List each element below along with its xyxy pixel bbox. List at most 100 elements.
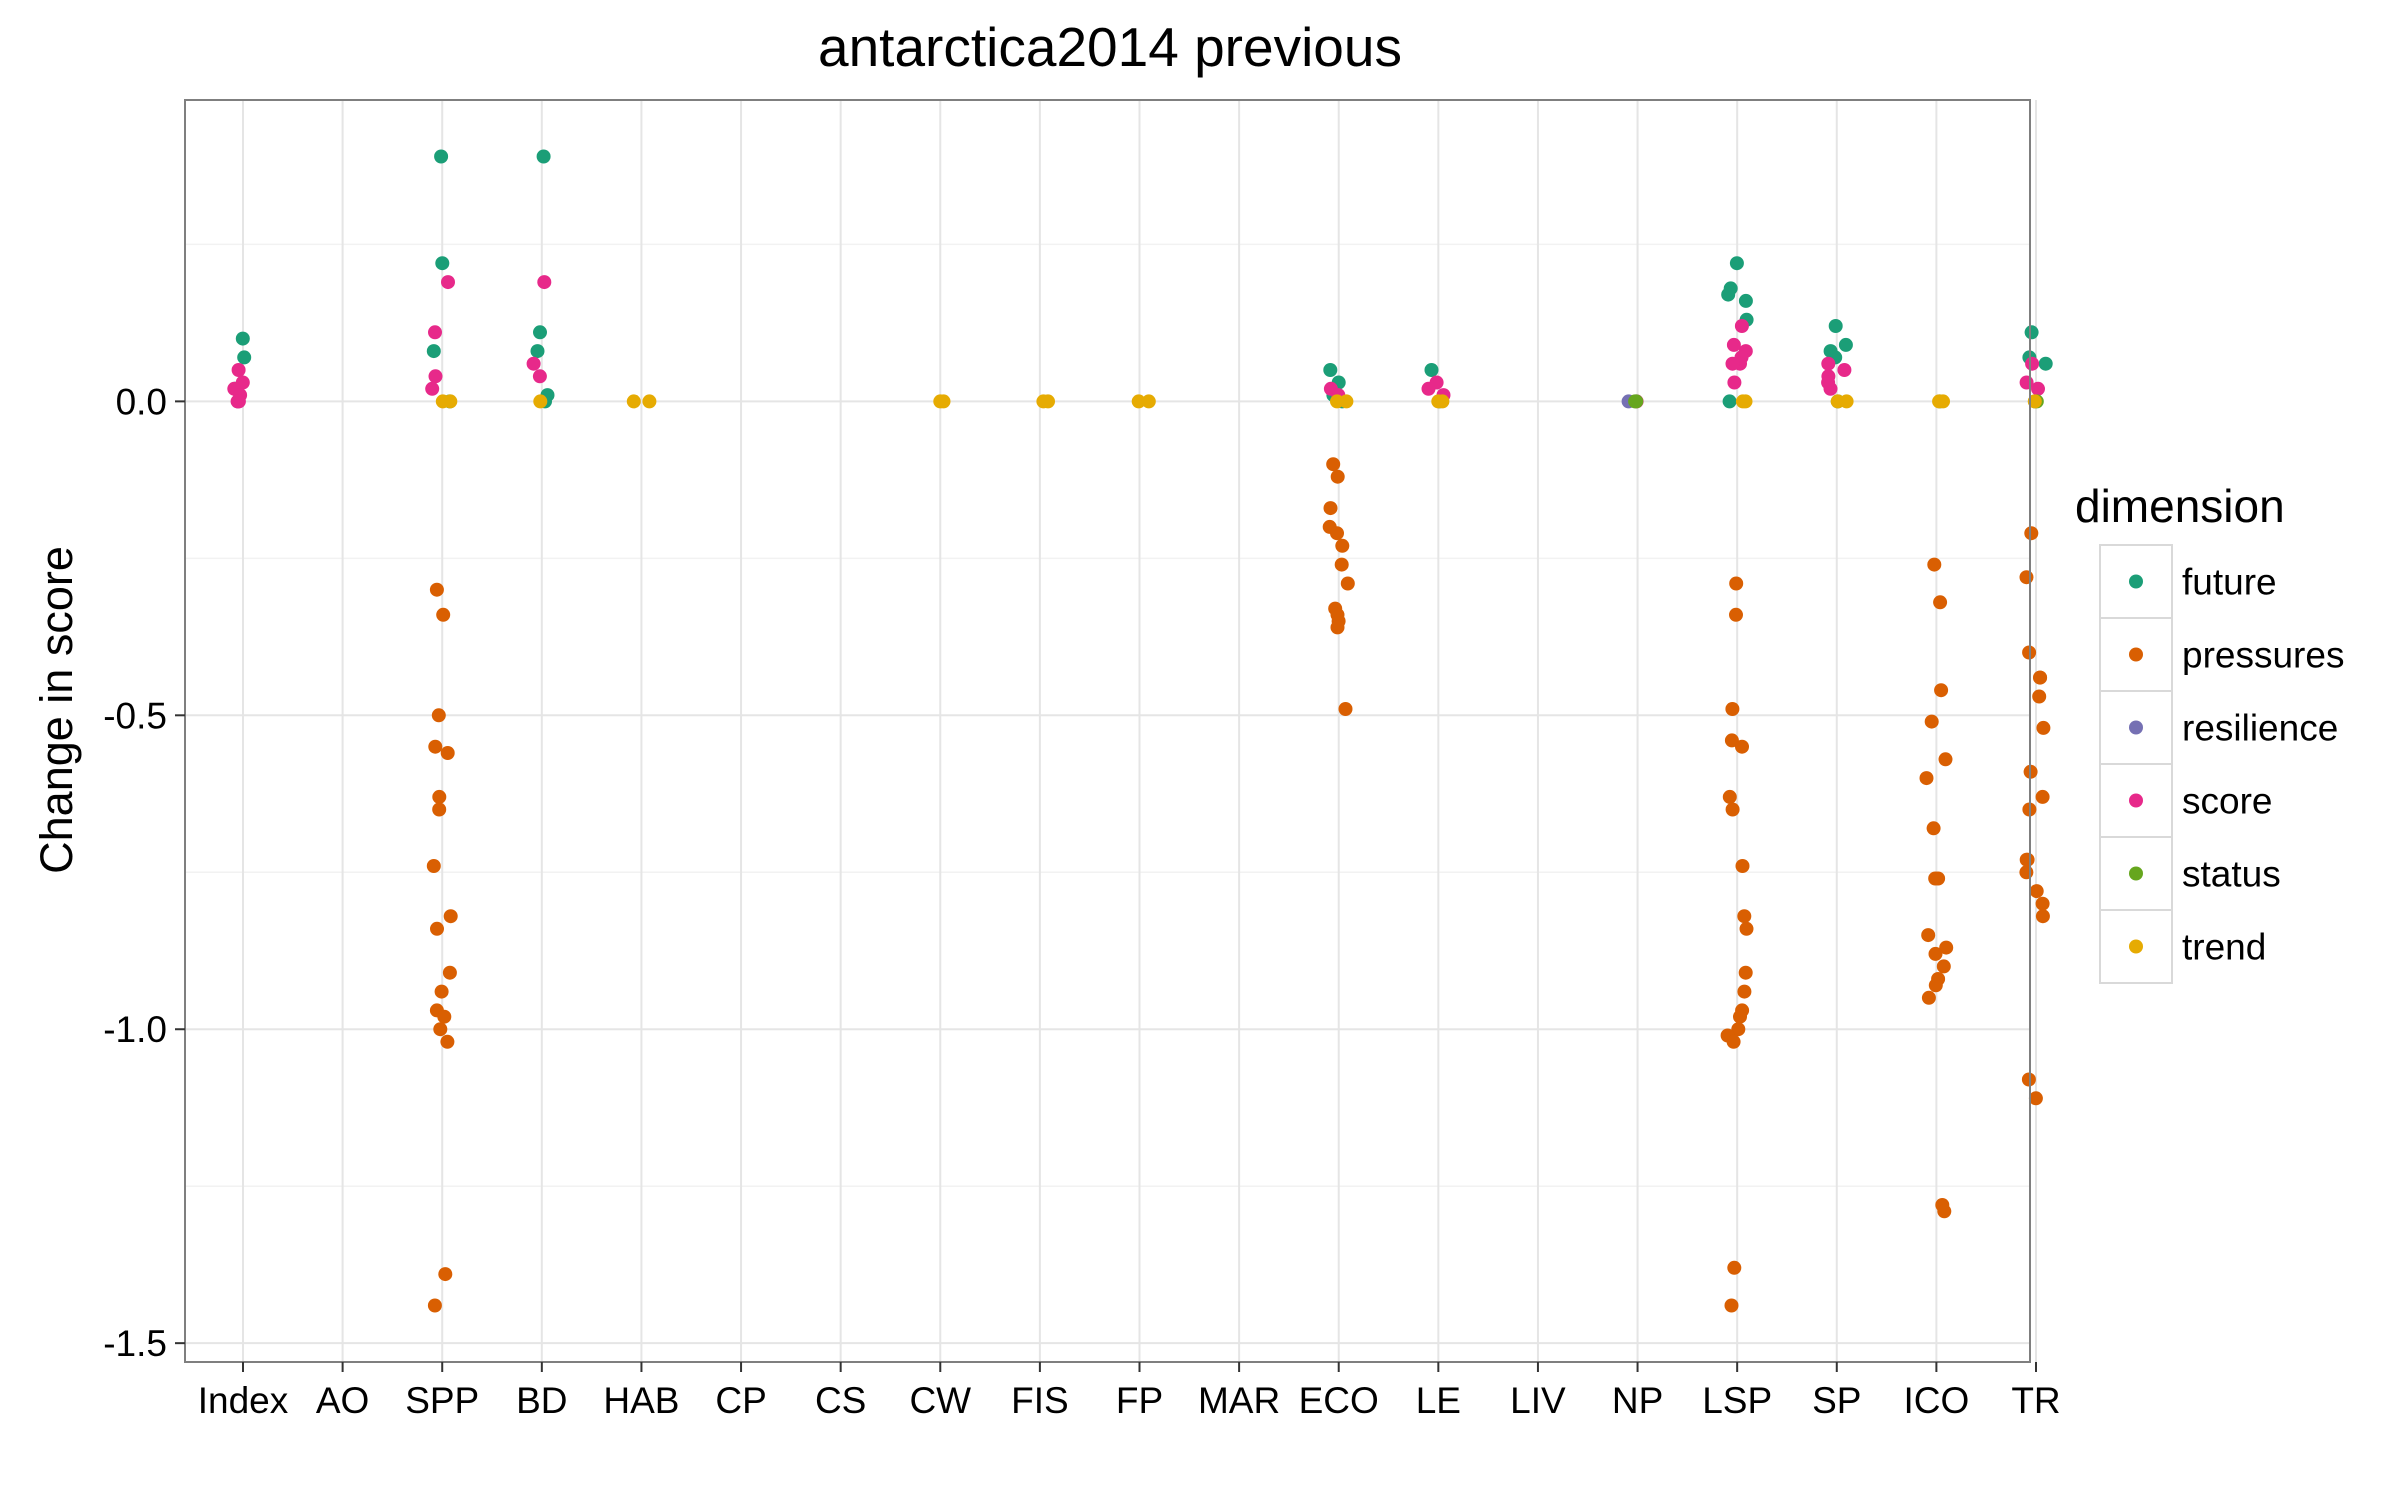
x-axis: Index AO SPP BD HAB CP CS CW FIS FP MAR ECO LE LIV NP L… (198, 1362, 2061, 1421)
data-point-pressures (1340, 576, 1355, 591)
data-point-pressures (2028, 1091, 2043, 1106)
x-tick-label: FIS (1011, 1380, 1069, 1421)
legend: dimension future pressures resilience score… (2075, 480, 2344, 984)
data-point-future (1722, 394, 1737, 409)
data-point-pressures (1729, 576, 1744, 591)
data-point-trend (1936, 394, 1950, 409)
data-point-future (435, 256, 450, 271)
legend-swatch-pressures (2129, 647, 2143, 662)
data-point-trend (642, 394, 657, 409)
grid-lines (185, 100, 2037, 1362)
data-point-score (1727, 375, 1742, 390)
data-point-trend (1141, 394, 1156, 409)
data-point-pressures (2033, 670, 2047, 685)
data-point-pressures (1737, 909, 1752, 924)
legend-swatch-score (2129, 793, 2143, 808)
data-point-score (2031, 381, 2045, 396)
data-point-pressures (2032, 689, 2047, 704)
data-point-pressures (1335, 538, 1350, 553)
legend-label-status: status (2182, 854, 2281, 895)
legend-swatch-trend (2129, 939, 2143, 954)
data-point-pressures (2020, 852, 2035, 867)
data-point-score (441, 275, 455, 290)
x-tick-label: Index (198, 1380, 289, 1421)
data-point-pressures (1919, 771, 1934, 786)
data-point-score (1725, 356, 1740, 371)
data-point-pressures (2024, 526, 2039, 541)
data-point-pressures (432, 789, 447, 804)
legend-title: dimension (2075, 480, 2285, 532)
x-tick-label: AO (316, 1380, 369, 1421)
data-point-future (1838, 337, 1853, 352)
data-point-score (2025, 356, 2040, 371)
x-tick-label: CS (815, 1380, 866, 1421)
data-point-pressures (1926, 821, 1941, 836)
data-point-pressures (2021, 1072, 2036, 1087)
data-point-future (1738, 293, 1753, 308)
data-point-pressures (1737, 984, 1752, 999)
x-tick-label: TR (2011, 1380, 2060, 1421)
data-point-pressures (442, 965, 457, 980)
data-point-future (1729, 256, 1744, 271)
data-point-future (1323, 363, 1338, 377)
x-tick-label: FP (1116, 1380, 1163, 1421)
x-tick-label: CW (909, 1380, 971, 1421)
data-point-pressures (427, 1298, 442, 1313)
plot-panel (185, 100, 2030, 1362)
data-point-pressures (1330, 469, 1345, 484)
data-point-pressures (1330, 620, 1345, 635)
x-tick-label: MAR (1198, 1380, 1280, 1421)
data-point-future (536, 149, 551, 164)
data-point-score (1837, 363, 1852, 377)
data-point-pressures (1934, 683, 1949, 698)
y-tick-label: -1.5 (103, 1323, 167, 1364)
data-point-trend (1839, 394, 1854, 409)
data-point-pressures (1938, 752, 1953, 767)
data-point-future (1828, 319, 1843, 333)
data-point-trend (1131, 394, 1146, 409)
legend-swatch-future (2129, 574, 2143, 589)
data-point-pressures (2029, 884, 2044, 899)
legend-label-score: score (2182, 781, 2272, 822)
legend-swatch-resilience (2129, 720, 2143, 735)
data-point-trend (626, 394, 641, 409)
data-point-trend (2027, 394, 2042, 409)
data-point-pressures (1726, 1034, 1741, 1049)
x-tick-label: CP (715, 1380, 766, 1421)
legend-label-resilience: resilience (2182, 708, 2338, 749)
data-point-pressures (1933, 595, 1948, 610)
data-point-future (237, 350, 252, 365)
x-tick-label: ECO (1299, 1380, 1379, 1421)
x-tick-label: LSP (1702, 1380, 1772, 1421)
data-point-pressures (432, 802, 447, 817)
chart-title: antarctica2014 previous (818, 16, 1402, 78)
data-point-pressures (1722, 789, 1737, 804)
x-tick-label: LIV (1510, 1380, 1566, 1421)
data-point-pressures (1724, 733, 1739, 748)
data-point-trend (435, 394, 450, 409)
data-point-score (428, 325, 442, 340)
data-point-pressures (440, 746, 455, 760)
data-point-pressures (1326, 457, 1341, 472)
data-point-future (1424, 363, 1439, 377)
data-point-pressures (433, 1022, 448, 1037)
data-point-pressures (1939, 940, 1954, 955)
data-point-score (532, 369, 547, 384)
data-point-pressures (1921, 928, 1936, 943)
data-point-pressures (1738, 965, 1753, 980)
data-point-pressures (1735, 739, 1749, 754)
data-point-trend (1738, 394, 1753, 409)
data-point-future (2038, 356, 2053, 371)
x-tick-label: ICO (1903, 1380, 1969, 1421)
y-tick-label: -0.5 (103, 695, 167, 736)
legend-label-pressures: pressures (2182, 635, 2344, 676)
data-point-pressures (440, 1034, 455, 1049)
data-point-pressures (1334, 557, 1349, 572)
data-point-pressures (2035, 789, 2050, 804)
x-tick-label: SP (1812, 1380, 1861, 1421)
data-point-trend (1036, 394, 1051, 409)
data-point-trend (1435, 394, 1450, 409)
data-point-future (235, 331, 250, 346)
y-tick-label: -1.0 (103, 1009, 167, 1050)
